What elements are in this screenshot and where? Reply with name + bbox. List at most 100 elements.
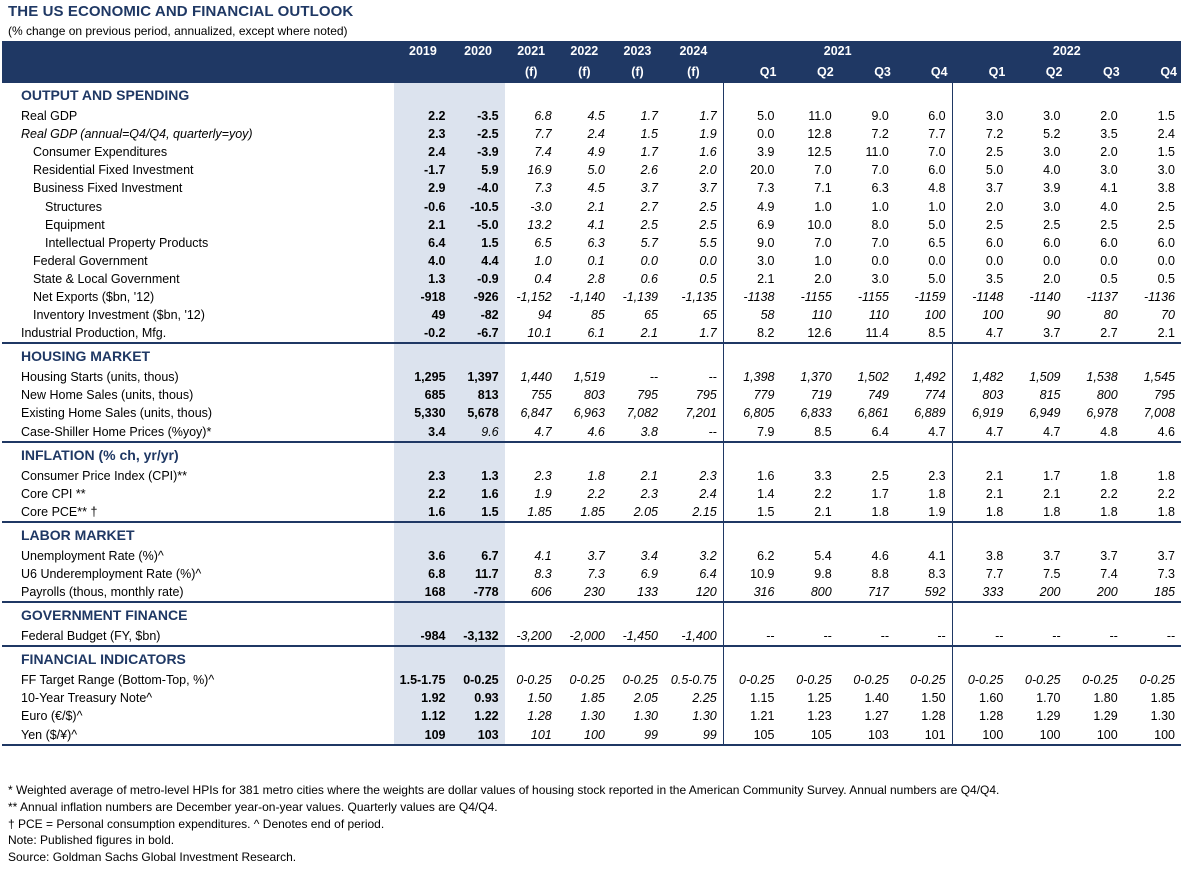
section-cell — [1009, 83, 1066, 107]
quarterly-value: 1,509 — [1029, 370, 1061, 385]
annual-value: 2.4 — [394, 143, 452, 162]
quarterly-value: 0-0.25 — [853, 673, 889, 688]
annual-value: 4.5 — [587, 181, 605, 196]
section-header-row: OUTPUT AND SPENDING — [2, 83, 1181, 107]
quarterly-value: 5.0 — [722, 107, 781, 126]
quarterly-value: 2.0 — [951, 197, 1010, 216]
section-cell — [722, 646, 781, 672]
table-row: Consumer Price Index (CPI)** 2.3 1.3 2.3 1.8… — [2, 466, 1181, 485]
quarterly-value: -- — [823, 629, 832, 644]
annual-value: 1,397 — [451, 368, 505, 387]
quarterly-value: -1148 — [951, 287, 1010, 307]
row-label: Payrolls (thous, monthly rate) — [21, 585, 184, 600]
annual-value: -3.5 — [451, 107, 505, 126]
quarterly-value: 7.7 — [928, 127, 946, 142]
section-cell — [394, 521, 452, 547]
quarterly-value: 4.6 — [871, 548, 889, 563]
annual-value: 7.3 — [534, 181, 552, 196]
section-cell — [1124, 602, 1181, 627]
row-label: Net Exports ($bn, '12) — [33, 289, 155, 304]
outlook-table: 2019 2020 2021 2022 2023 2024 2021 2022 (f) (f) (f… — [2, 41, 1181, 746]
annual-value: 7,082 — [626, 406, 659, 421]
section-cell — [1066, 602, 1123, 627]
section-cell — [722, 602, 781, 628]
quarterly-value: 0-0.25 — [796, 673, 832, 688]
quarterly-value: -1155 — [800, 289, 832, 304]
section-cell — [722, 343, 781, 369]
section-cell — [505, 522, 558, 547]
quarterly-value: 1.30 — [1150, 709, 1175, 724]
quarterly-value: 70 — [1161, 308, 1175, 323]
annual-value: 1.92 — [394, 689, 452, 708]
annual-value: 0-0.25 — [622, 673, 659, 688]
section-cell — [664, 602, 723, 627]
table-row: State & Local Government 1.3 -0.9 0.4 2.8 0.6… — [2, 269, 1181, 288]
annual-value: 2.7 — [640, 199, 659, 214]
row-label: Consumer Price Index (CPI)** — [21, 468, 188, 483]
section-cell — [394, 441, 452, 467]
quarterly-value: 2.5 — [1043, 217, 1061, 232]
quarterly-value: 7,008 — [1143, 406, 1175, 421]
quarterly-value: 90 — [1046, 308, 1061, 323]
quarterly-value: 1.0 — [814, 253, 832, 268]
section-cell — [838, 602, 895, 627]
section-cell — [451, 602, 505, 628]
annual-value: 3.4 — [394, 422, 452, 442]
section-cell — [838, 343, 895, 368]
annual-value: 1.12 — [394, 707, 452, 726]
section-cell — [780, 343, 837, 368]
quarterly-value: -1137 — [1086, 289, 1118, 304]
annual-value: 3.4 — [640, 548, 659, 563]
quarterly-value: 110 — [868, 308, 889, 323]
quarterly-value: 1.28 — [921, 709, 946, 724]
annual-value: 4.0 — [394, 251, 452, 270]
quarterly-value: 6,833 — [800, 406, 832, 421]
row-label: Unemployment Rate (%)^ — [21, 548, 164, 563]
table-row: U6 Underemployment Rate (%)^ 6.8 11.7 8.3 7.… — [2, 564, 1181, 584]
quarterly-value: 200 — [1096, 585, 1118, 600]
annual-value: 94 — [537, 308, 552, 323]
row-label: Federal Government — [33, 253, 148, 268]
annual-value: 2.1 — [394, 215, 452, 234]
annual-value: 65 — [702, 308, 717, 323]
header-quarter: Q1 — [951, 62, 1010, 83]
quarterly-value: 717 — [868, 585, 889, 600]
quarterly-value: 1.23 — [807, 709, 832, 724]
quarterly-value: -1138 — [722, 287, 781, 307]
section-cell — [558, 646, 611, 671]
row-label: New Home Sales (units, thous) — [21, 388, 194, 403]
quarterly-value: -1159 — [914, 289, 946, 304]
section-cell — [394, 343, 452, 369]
section-cell — [780, 522, 837, 547]
annual-value: 100 — [557, 725, 611, 746]
table-row: Core CPI ** 2.2 1.6 1.9 2.2 2.3 2.4 1.4 2.2 1.7 1.… — [2, 484, 1181, 503]
quarterly-value: 1.80 — [1093, 691, 1118, 706]
annual-value: 6.8 — [394, 564, 452, 584]
annual-value: 6.7 — [451, 546, 505, 565]
quarterly-value: 3.8 — [951, 546, 1010, 565]
section-cell — [394, 83, 452, 107]
quarterly-value: 1.8 — [928, 486, 946, 501]
annual-value: 13.2 — [527, 217, 552, 232]
annual-value: 85 — [590, 308, 605, 323]
quarterly-value: 0-0.25 — [1082, 673, 1118, 688]
header-blank — [2, 41, 395, 62]
quarterly-value: 0-0.25 — [951, 671, 1010, 690]
header-quarter: Q2 — [780, 62, 838, 83]
annual-value: 795 — [695, 388, 717, 403]
table-row: Net Exports ($bn, '12) -918 -926 -1,152 -1,1… — [2, 287, 1181, 307]
quarterly-value: 7.2 — [951, 125, 1010, 144]
section-cell — [505, 343, 558, 368]
quarterly-value: 3.0 — [1043, 109, 1061, 124]
annual-value: 109 — [394, 725, 452, 746]
header-quarter: Q3 — [837, 62, 895, 83]
header-forecast-mark: (f) — [557, 62, 611, 83]
annual-value: 1.6 — [394, 502, 452, 522]
section-cell — [1009, 522, 1066, 547]
section-cell — [780, 646, 837, 671]
annual-value: -5.0 — [451, 215, 505, 234]
section-header-row: INFLATION (% ch, yr/yr) — [2, 441, 1181, 467]
annual-value: -926 — [451, 287, 505, 307]
quarterly-value: 800 — [1096, 388, 1118, 403]
section-cell — [451, 343, 505, 369]
